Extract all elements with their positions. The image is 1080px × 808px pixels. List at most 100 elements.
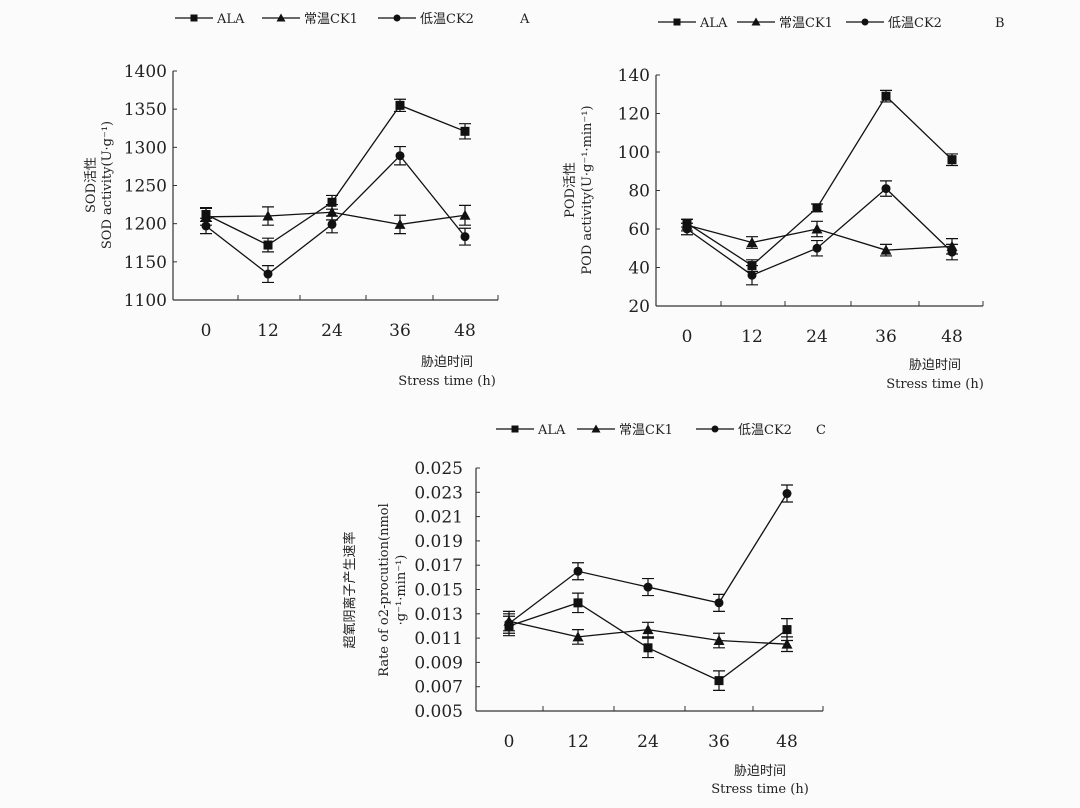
y-tick-label: 1250: [124, 177, 167, 197]
y-axis-label: Rate of o2-procution(nmol: [377, 503, 392, 677]
data-point: [262, 210, 274, 221]
legend-marker-circle-icon: [393, 14, 401, 22]
data-point: [395, 100, 405, 110]
y-tick-label: 1150: [124, 253, 167, 273]
legend-label: 低温CK2: [420, 12, 474, 27]
data-point: [714, 676, 724, 686]
legend-item: 常温CK1: [737, 16, 833, 31]
data-point: [714, 598, 724, 608]
y-axis-label: SOD activity(U·g⁻¹): [100, 121, 115, 249]
legend-item: ALA: [496, 423, 566, 438]
data-point: [201, 221, 211, 231]
y-axis-label: 超氧阴离子产生速率: [342, 531, 358, 648]
data-point: [327, 197, 337, 207]
y-tick-label: 0.007: [414, 678, 463, 698]
y-tick-label: 1400: [124, 62, 167, 82]
y-tick-label: 80: [628, 182, 650, 202]
data-point: [747, 270, 757, 280]
legend-item: 低温CK2: [378, 12, 474, 27]
data-point: [573, 598, 583, 608]
data-point: [947, 247, 957, 257]
y-tick-label: 0.009: [414, 653, 463, 673]
series-circle: [200, 145, 471, 284]
data-point: [781, 638, 793, 649]
legend-item: 低温CK2: [696, 423, 792, 438]
legend-marker-triangle-icon: [751, 17, 761, 26]
x-tick-label: 36: [389, 321, 411, 341]
data-point: [263, 240, 273, 250]
legend-marker-square-icon: [511, 425, 519, 433]
legend-label: ALA: [699, 16, 728, 31]
data-point: [327, 219, 337, 229]
data-point: [504, 619, 514, 629]
x-tick-label: 24: [321, 321, 343, 341]
y-tick-label: 0.015: [414, 581, 463, 601]
panel-letter: C: [816, 423, 826, 438]
x-tick-label: 12: [567, 732, 589, 752]
y-tick-label: 0.011: [414, 629, 463, 649]
x-tick-label: 12: [257, 321, 279, 341]
data-point: [746, 236, 758, 247]
y-tick-label: 1100: [124, 291, 167, 311]
x-tick-label: 48: [776, 732, 798, 752]
legend-marker-square-icon: [190, 14, 198, 22]
data-point: [881, 184, 891, 194]
y-tick-label: 60: [628, 220, 650, 240]
data-point: [263, 269, 273, 279]
x-axis-label: 胁迫时间: [421, 355, 473, 370]
y-tick-label: 140: [618, 66, 650, 86]
data-point: [811, 223, 823, 234]
chart-panel-A: 1100 1150 1200 1250 1300 1350 1400 0 12 24 36 48 SOD…: [84, 12, 530, 389]
data-point: [682, 224, 692, 234]
legend-marker-circle-icon: [861, 18, 869, 26]
data-point: [572, 631, 584, 642]
x-tick-label: 48: [941, 327, 963, 347]
y-tick-label: 0.013: [414, 605, 463, 625]
series-circle: [681, 180, 958, 286]
data-point: [782, 625, 792, 635]
chart-panel-C: 0.005 0.007 0.009 0.011 0.013 0.015 0.017 0.019…: [342, 423, 826, 797]
legend-marker-triangle-icon: [276, 13, 286, 22]
y-tick-label: 0.017: [414, 556, 463, 576]
y-axis-label: POD activity(U·g⁻¹·min⁻¹): [580, 105, 595, 274]
legend-label: 常温CK1: [304, 12, 358, 27]
x-tick-label: 36: [875, 327, 897, 347]
legend-item: 常温CK1: [262, 12, 358, 27]
y-tick-label: 20: [628, 297, 650, 317]
legend-marker-triangle-icon: [591, 424, 601, 433]
panel-letter: A: [519, 12, 530, 27]
x-tick-label: 48: [454, 321, 476, 341]
data-point: [460, 126, 470, 136]
data-point: [713, 635, 725, 646]
y-tick-label: 40: [628, 259, 650, 279]
series-square: [681, 89, 958, 272]
legend-label: 低温CK2: [738, 423, 792, 438]
data-point: [395, 151, 405, 161]
data-point: [812, 203, 822, 213]
x-tick-label: 0: [504, 732, 515, 752]
x-tick-label: 0: [682, 327, 693, 347]
legend-marker-circle-icon: [711, 425, 719, 433]
legend-item: 低温CK2: [846, 16, 942, 31]
y-tick-label: 1200: [124, 215, 167, 235]
data-point: [881, 91, 891, 101]
y-axis-label: ·g⁻¹·min⁻¹): [394, 555, 409, 626]
data-point: [573, 566, 583, 576]
y-tick-label: 0.021: [414, 508, 463, 528]
y-axis-label: SOD活性: [84, 157, 99, 213]
y-tick-label: 1300: [124, 138, 167, 158]
x-tick-label: 0: [201, 321, 212, 341]
y-tick-label: 120: [618, 105, 650, 125]
x-axis-label: 胁迫时间: [909, 358, 961, 373]
data-point: [643, 582, 653, 592]
y-tick-label: 1350: [124, 100, 167, 120]
series-square: [200, 98, 471, 253]
legend-item: 常温CK1: [577, 423, 673, 438]
data-point: [880, 244, 892, 255]
x-tick-label: 36: [708, 732, 730, 752]
data-point: [947, 155, 957, 165]
y-tick-label: 0.025: [414, 459, 463, 479]
data-point: [460, 232, 470, 242]
